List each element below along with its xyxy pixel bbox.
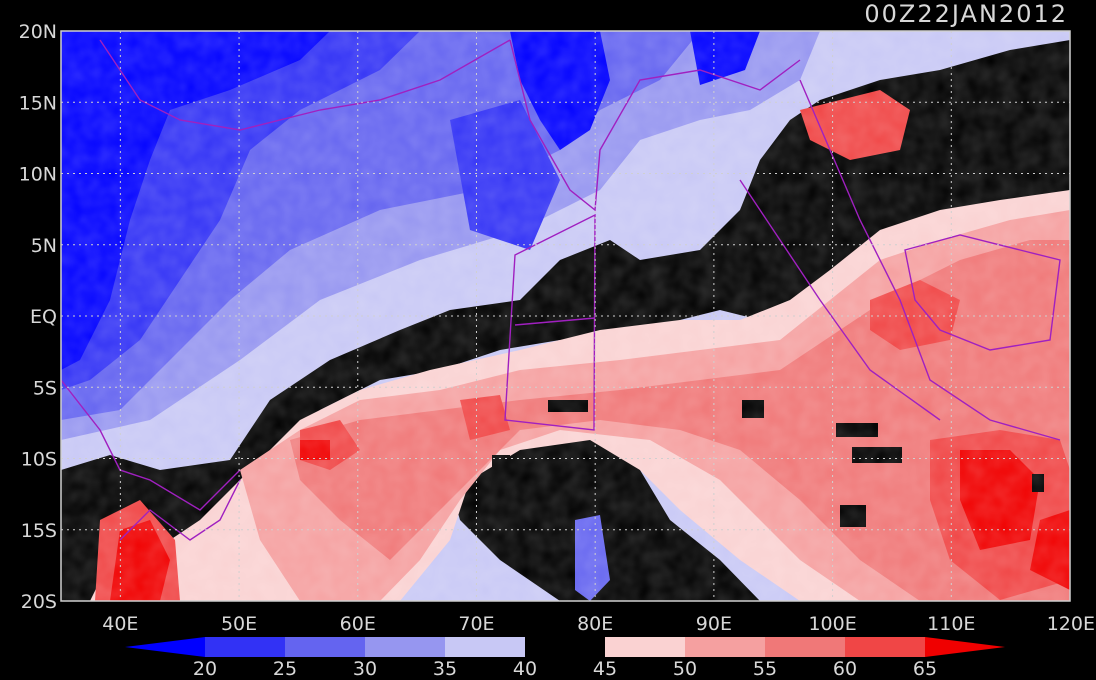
colorbar-tick-label: 30 [353, 658, 377, 680]
colorbar-arrow-low [125, 637, 205, 657]
lon-tick-label: 100E [808, 613, 856, 635]
lon-tick-label: 50E [221, 613, 257, 635]
region-box [504, 213, 596, 431]
colorbar-arrow-high [925, 637, 1005, 657]
lat-tick-label: 10N [19, 164, 57, 186]
colorbar-swatch [285, 637, 366, 657]
colorbar-swatch [445, 637, 526, 657]
colorbar-labels: 20 25 30 35 40 45 50 55 60 65 [193, 658, 937, 680]
colorbar-tick-label: 60 [833, 658, 857, 680]
coastlines [61, 39, 1061, 541]
lat-tick-label: 15N [19, 92, 57, 114]
colorbar-tick-label: 45 [593, 658, 617, 680]
colorbar-tick-label: 25 [273, 658, 297, 680]
colorbar-tick-label: 40 [513, 658, 537, 680]
contour-field [61, 31, 1070, 601]
lat-tick-label: EQ [30, 306, 57, 328]
latitude-labels: 20N 15N 10N 5N EQ 5S 10S 15S 20S [19, 21, 57, 613]
lat-tick-label: 10S [21, 449, 57, 471]
lat-tick-label: 20N [19, 21, 57, 43]
colorbar-swatch [845, 637, 926, 657]
lon-tick-label: 90E [696, 613, 732, 635]
colorbar-swatch [205, 637, 286, 657]
colorbar-swatch [525, 637, 606, 657]
grid-lines [61, 31, 1070, 601]
colorbar-swatch [685, 637, 766, 657]
lat-tick-label: 20S [21, 591, 57, 613]
colorbar-swatch [365, 637, 446, 657]
colorbar-tick-label: 35 [433, 658, 457, 680]
colorbar-tick-label: 50 [673, 658, 697, 680]
map-title: 00Z22JAN2012 [864, 0, 1068, 28]
colorbar-swatch [765, 637, 846, 657]
lon-tick-label: 40E [102, 613, 138, 635]
colorbar-tick-label: 20 [193, 658, 217, 680]
lat-tick-label: 5S [33, 377, 57, 399]
map-frame [60, 30, 1071, 602]
lon-tick-label: 70E [458, 613, 494, 635]
lon-tick-label: 120E [1047, 613, 1095, 635]
longitude-labels: 40E 50E 60E 70E 80E 90E 100E 110E 120E [102, 613, 1095, 635]
lon-tick-label: 80E [577, 613, 613, 635]
colorbar-tick-label: 65 [913, 658, 937, 680]
colorbar-tick-label: 55 [753, 658, 777, 680]
colorbar [125, 637, 1005, 657]
lon-tick-label: 110E [927, 613, 975, 635]
lon-tick-label: 60E [340, 613, 376, 635]
lat-tick-label: 15S [21, 520, 57, 542]
lat-tick-label: 5N [31, 235, 57, 257]
colorbar-swatch [605, 637, 686, 657]
